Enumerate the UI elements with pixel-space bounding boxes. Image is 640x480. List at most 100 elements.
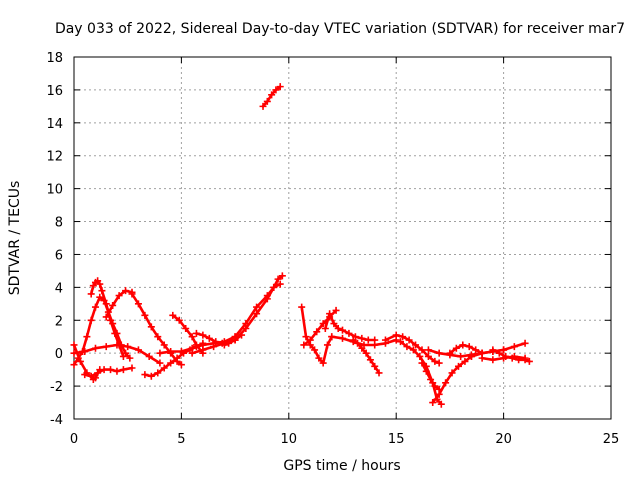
- data-point: [412, 341, 420, 349]
- data-point: [332, 306, 340, 314]
- data-point: [465, 343, 473, 351]
- data-point: [495, 349, 503, 357]
- data-point: [525, 357, 533, 365]
- data-point: [467, 352, 475, 360]
- data-point: [392, 331, 400, 339]
- data-point: [177, 348, 185, 356]
- x-tick-label: 25: [603, 432, 620, 447]
- data-point: [315, 354, 323, 362]
- data-point: [330, 320, 338, 328]
- data-point: [521, 339, 529, 347]
- chart-title: Day 033 of 2022, Sidereal Day-to-day VTE…: [55, 21, 625, 37]
- data-point: [371, 341, 379, 349]
- data-point: [424, 346, 432, 354]
- data-point: [210, 343, 218, 351]
- y-tick-label: 0: [55, 347, 63, 362]
- data-point: [212, 338, 220, 346]
- data-point: [334, 325, 342, 332]
- data-point: [429, 399, 437, 407]
- data-point: [272, 86, 280, 94]
- data-point: [274, 275, 282, 283]
- data-point: [405, 336, 413, 344]
- y-tick-label: 4: [55, 281, 63, 296]
- data-point: [435, 359, 443, 367]
- data-point: [319, 359, 327, 367]
- data-point: [220, 341, 228, 349]
- y-tick-label: 12: [46, 150, 63, 165]
- data-point: [435, 390, 443, 398]
- data-point: [91, 344, 99, 352]
- data-point: [403, 343, 411, 351]
- data-point: [452, 344, 460, 352]
- x-tick-label: 10: [281, 432, 298, 447]
- data-point: [302, 333, 310, 341]
- data-point: [94, 369, 102, 377]
- data-point: [339, 326, 346, 334]
- y-axis-label: SDTVAR / TECUs: [7, 181, 23, 296]
- data-point: [113, 341, 121, 349]
- data-point: [128, 364, 136, 372]
- data-point: [96, 280, 104, 288]
- data-point: [109, 301, 117, 309]
- data-point: [459, 341, 467, 349]
- data-point: [300, 341, 308, 349]
- data-point: [311, 346, 319, 354]
- data-point: [268, 91, 276, 99]
- data-point: [418, 359, 426, 367]
- data-point: [107, 366, 115, 374]
- data-point: [205, 334, 213, 342]
- data-point: [500, 354, 508, 362]
- grid: [74, 57, 611, 419]
- data-point: [263, 97, 271, 105]
- data-point: [437, 400, 445, 408]
- data-point: [431, 357, 439, 365]
- y-axis-ticks: -4 -2 0 2 4 6 8 10 12 14 16 18: [46, 51, 611, 428]
- data-point: [119, 352, 127, 360]
- data-point: [454, 362, 462, 370]
- data-point: [461, 357, 469, 365]
- y-tick-label: 10: [46, 183, 63, 198]
- y-tick-label: -2: [50, 380, 63, 395]
- data-point: [418, 346, 426, 354]
- data-point: [98, 287, 106, 295]
- y-tick-label: 18: [46, 51, 63, 66]
- data-point: [489, 356, 497, 364]
- data-point: [134, 346, 142, 354]
- data-point: [167, 348, 175, 356]
- data-point: [253, 303, 261, 311]
- data-point: [81, 371, 89, 379]
- data-point: [242, 325, 250, 332]
- x-tick-label: 20: [495, 432, 512, 447]
- data-point: [510, 352, 518, 360]
- data-point: [70, 349, 78, 357]
- data-point: [362, 349, 370, 357]
- data-point: [154, 369, 162, 377]
- data-point: [96, 293, 104, 301]
- data-point: [478, 354, 486, 362]
- data-point: [192, 329, 200, 337]
- data-point: [154, 333, 162, 341]
- data-point: [510, 343, 518, 351]
- data-point: [70, 341, 78, 349]
- data-point: [87, 372, 95, 380]
- data-point: [349, 336, 357, 344]
- x-tick-label: 5: [177, 432, 185, 447]
- data-point: [448, 369, 456, 377]
- data-point: [156, 349, 164, 357]
- series-arc-17: [323, 312, 377, 342]
- data-point: [160, 341, 168, 349]
- data-point: [199, 346, 207, 354]
- x-tick-label: 0: [70, 432, 78, 447]
- data-point: [113, 367, 121, 375]
- data-point: [326, 310, 334, 318]
- data-point: [339, 334, 346, 342]
- data-point: [472, 346, 480, 354]
- data-point: [424, 352, 432, 360]
- data-point: [422, 367, 430, 375]
- data-point: [364, 336, 372, 344]
- data-point: [119, 366, 127, 374]
- data-point: [270, 283, 278, 291]
- plot-frame: [73, 56, 612, 420]
- data-point: [188, 333, 196, 341]
